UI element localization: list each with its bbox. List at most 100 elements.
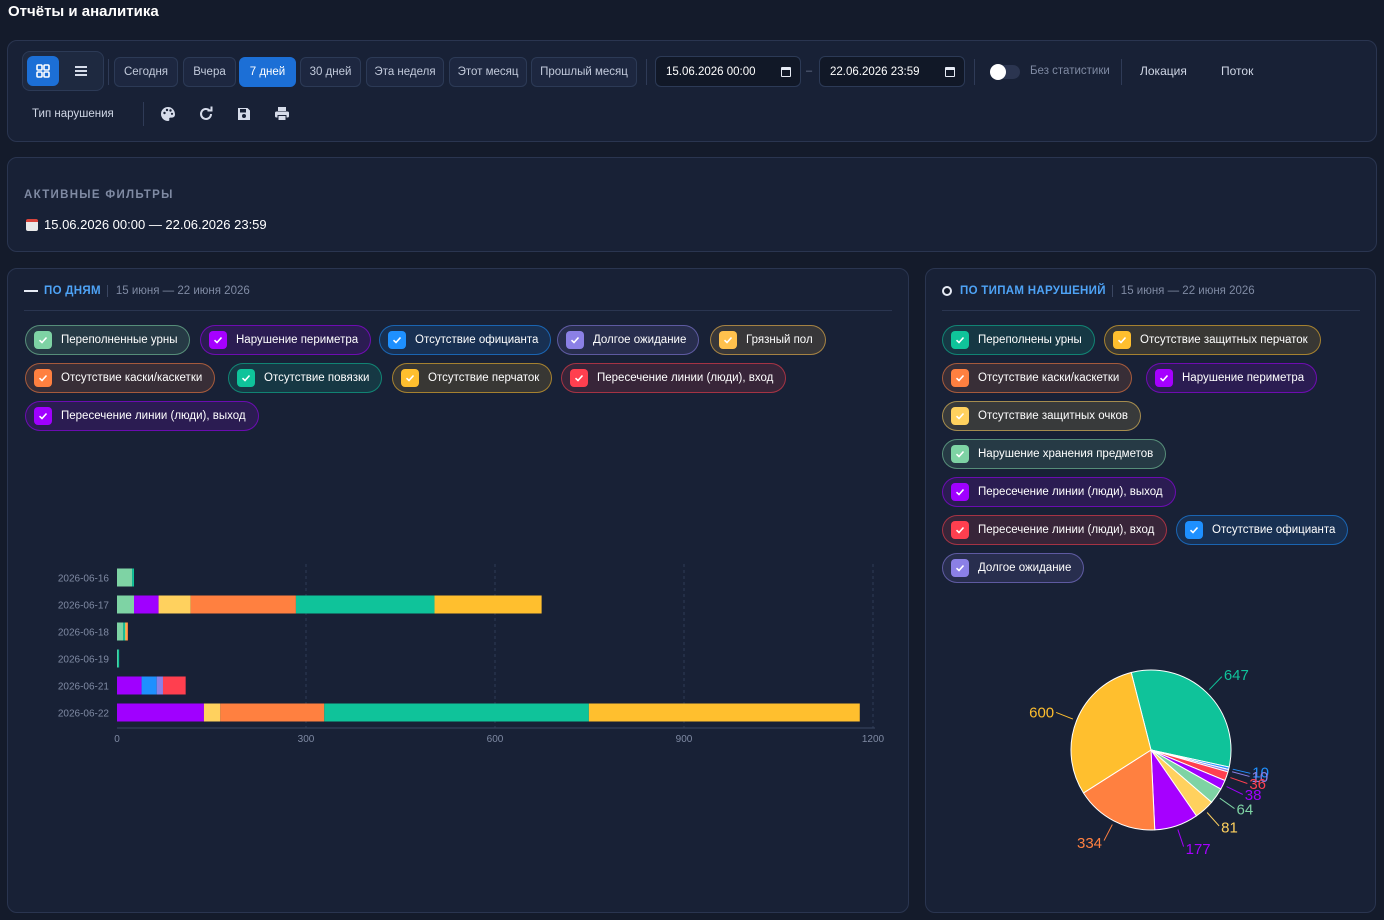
pie-value-label: 600: [1029, 704, 1054, 721]
by-days-legend-chip[interactable]: Отсутствие каски/каскетки: [25, 363, 216, 393]
pie-value-label: 81: [1221, 820, 1238, 837]
stream-filter[interactable]: Поток: [1221, 64, 1254, 78]
bar-segment-отсутствие-каски-каскетки: [190, 595, 296, 614]
checkbox-checked-icon[interactable]: [209, 331, 227, 349]
date-from-input[interactable]: 15.06.2026 00:00: [655, 56, 801, 87]
pie-label-line: [1232, 768, 1251, 774]
pie-label-line: [1103, 824, 1113, 841]
by-types-legend-chip[interactable]: Переполнены урны: [942, 325, 1095, 355]
period-yesterday-button[interactable]: Вчера: [183, 57, 236, 87]
by-types-legend-chip[interactable]: Нарушение хранения предметов: [942, 439, 1167, 469]
pie-value-label: 647: [1224, 667, 1249, 684]
by-types-legend-chip[interactable]: Отсутствие официанта: [1176, 515, 1349, 545]
checkbox-checked-icon[interactable]: [34, 331, 52, 349]
legend-label: Отсутствие защитных очков: [978, 410, 1129, 422]
period-this-week-button[interactable]: Эта неделя: [366, 57, 444, 87]
palette-icon[interactable]: [159, 105, 177, 123]
divider: [974, 59, 975, 85]
checkbox-checked-icon[interactable]: [951, 407, 969, 425]
period-30days-button[interactable]: 30 дней: [300, 57, 361, 87]
violation-type-filter[interactable]: Тип нарушения: [32, 108, 114, 120]
checkbox-checked-icon[interactable]: [719, 331, 737, 349]
checkbox-checked-icon[interactable]: [1155, 369, 1173, 387]
by-days-legend-chip[interactable]: Долгое ожидание: [557, 325, 700, 355]
list-view-button[interactable]: [65, 56, 97, 86]
legend-label: Пересечение линии (люди), вход: [597, 372, 774, 384]
checkbox-checked-icon[interactable]: [951, 521, 969, 539]
by-days-legend-chip[interactable]: Пересечение линии (люди), вход: [561, 363, 787, 393]
checkbox-checked-icon[interactable]: [951, 483, 969, 501]
location-filter[interactable]: Локация: [1140, 64, 1187, 78]
checkbox-checked-icon[interactable]: [1113, 331, 1131, 349]
no-stats-toggle[interactable]: [990, 64, 1020, 80]
by-types-legend-chip[interactable]: Отсутствие защитных очков: [942, 401, 1142, 431]
bar-segment-нарушение-хранения-предметов: [123, 622, 126, 641]
by-days-legend-chip[interactable]: Пересечение линии (люди), выход: [25, 401, 259, 431]
by-types-legend-chip[interactable]: Отсутствие защитных перчаток: [1104, 325, 1321, 355]
by-days-legend-chip[interactable]: Отсутствие официанта: [379, 325, 552, 355]
checkbox-checked-icon[interactable]: [388, 331, 406, 349]
save-icon[interactable]: [235, 105, 253, 123]
checkbox-checked-icon[interactable]: [951, 445, 969, 463]
by-days-legend-chip[interactable]: Отсутствие повязки: [228, 363, 383, 393]
legend-label: Переполненные урны: [61, 334, 178, 346]
date-to-value: 22.06.2026 23:59: [830, 65, 920, 78]
checkbox-checked-icon[interactable]: [401, 369, 419, 387]
period-last-month-button[interactable]: Прошлый месяц: [531, 57, 637, 87]
refresh-icon[interactable]: [197, 105, 215, 123]
checkbox-checked-icon[interactable]: [570, 369, 588, 387]
period-this-month-button[interactable]: Этот месяц: [449, 57, 527, 87]
pie-slice-переполнены-урны: [1130, 669, 1232, 768]
date-separator: –: [806, 65, 813, 77]
by-types-range: 15 июня — 22 июня 2026: [1111, 285, 1255, 297]
toggle-knob: [990, 64, 1006, 80]
bar-segment-отсутствие-защитных-очков: [203, 703, 221, 722]
by-types-panel: ПО ТИПАМ НАРУШЕНИЙ 15 июня — 22 июня 2026…: [925, 268, 1376, 913]
pie-value-label: 36: [1249, 776, 1266, 793]
calendar-icon[interactable]: [781, 67, 791, 77]
by-types-legend-chip[interactable]: Отсутствие каски/каскетки: [942, 363, 1133, 393]
by-types-legend-chip[interactable]: Нарушение периметра: [1146, 363, 1318, 393]
pie-value-label: 38: [1245, 787, 1262, 804]
by-days-title: ПО ДНЯМ: [44, 285, 101, 297]
period-today-button[interactable]: Сегодня: [114, 57, 178, 87]
date-to-input[interactable]: 22.06.2026 23:59: [819, 56, 965, 87]
checkbox-checked-icon[interactable]: [34, 407, 52, 425]
by-days-legend-chip[interactable]: Грязный пол: [710, 325, 826, 355]
checkbox-checked-icon[interactable]: [1185, 521, 1203, 539]
y-category-label: 2026-06-22: [58, 709, 110, 720]
period-7days-button[interactable]: 7 дней: [239, 57, 296, 87]
legend-label: Нарушение периметра: [1182, 372, 1305, 384]
active-filters-title: АКТИВНЫЕ ФИЛЬТРЫ: [24, 189, 174, 201]
by-days-bar-chart: 0 300 600 900 1200 2026-06-16 2026-06-17 2026-0…: [58, 564, 885, 745]
pie-label-line: [1226, 786, 1244, 795]
pie-label-line: [1219, 797, 1235, 809]
active-filters-panel: АКТИВНЫЕ ФИЛЬТРЫ 15.06.2026 00:00 — 22.0…: [7, 157, 1377, 252]
by-days-legend-chip[interactable]: Нарушение периметра: [200, 325, 372, 355]
by-types-legend-chip[interactable]: Пересечение линии (люди), выход: [942, 477, 1176, 507]
by-types-legend-chip[interactable]: Пересечение линии (люди), вход: [942, 515, 1168, 545]
print-icon[interactable]: [273, 105, 291, 123]
checkbox-checked-icon[interactable]: [566, 331, 584, 349]
checkbox-checked-icon[interactable]: [237, 369, 255, 387]
bar-segment-отсутствие-защитных-перчаток: [588, 703, 860, 722]
pie-slice-отсутствие-защитных-перчаток: [1070, 671, 1152, 794]
x-tick-label: 1200: [862, 734, 885, 745]
by-types-legend-chip[interactable]: Долгое ожидание: [942, 553, 1085, 583]
by-days-legend-chip[interactable]: Отсутствие перчаток: [392, 363, 553, 393]
checkbox-checked-icon[interactable]: [951, 331, 969, 349]
view-toggle: [22, 51, 104, 91]
bar-segment-пересечение-линии-люди-выход: [117, 703, 204, 722]
by-days-range: 15 июня — 22 июня 2026: [106, 285, 250, 297]
legend-label: Отсутствие защитных перчаток: [1140, 334, 1308, 346]
calendar-icon[interactable]: [945, 67, 955, 77]
pie-slice-отсутствие-каски-каскетки: [1082, 749, 1156, 831]
by-days-legend-chip[interactable]: Переполненные урны: [25, 325, 191, 355]
bar-segment-долгое-ожидание: [156, 676, 163, 695]
checkbox-checked-icon[interactable]: [951, 369, 969, 387]
y-category-label: 2026-06-19: [58, 655, 110, 666]
checkbox-checked-icon[interactable]: [951, 559, 969, 577]
bar-segment-переполненные-урны: [117, 568, 133, 587]
checkbox-checked-icon[interactable]: [34, 369, 52, 387]
grid-view-button[interactable]: [27, 56, 59, 86]
